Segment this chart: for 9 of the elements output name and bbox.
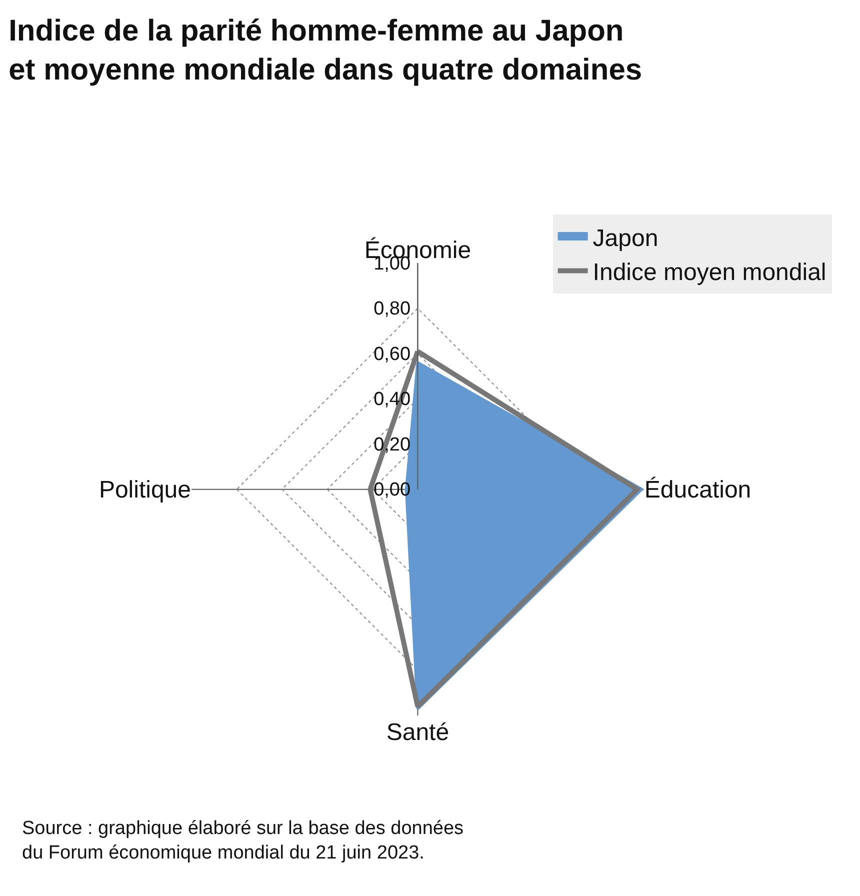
y-tick-label: 0,60 (374, 344, 411, 365)
chart-title: Indice de la parité homme-femme au Japon et moyenne mondiale dans quatre domaines (8, 14, 642, 86)
spoke-label: Santé (386, 719, 450, 746)
legend-label: Japon (592, 224, 658, 252)
y-tick-label: 0,80 (374, 298, 411, 320)
legend-label: Indice moyen mondial (592, 259, 826, 286)
spoke-label: Politique (98, 476, 191, 504)
source-note: Source : graphique élaboré sur la base des données du Forum économique mondial du 21 juin 2023. (22, 818, 464, 864)
spoke-label: Éducation (644, 476, 752, 504)
